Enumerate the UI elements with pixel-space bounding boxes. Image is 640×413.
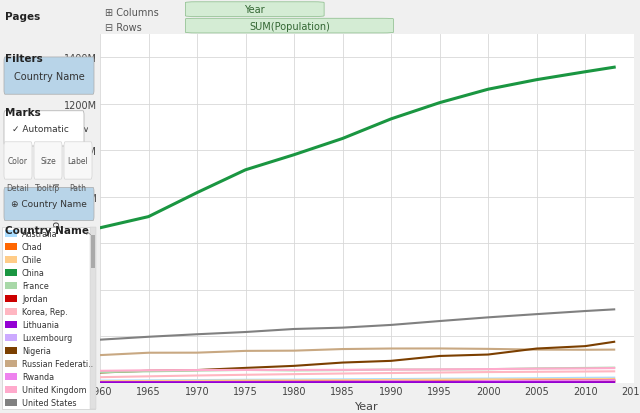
Y-axis label: Population: Population [51,180,61,238]
Text: France: France [22,281,49,290]
Text: Color: Color [8,157,28,166]
Text: SUM(Population): SUM(Population) [249,21,330,31]
FancyBboxPatch shape [5,373,17,380]
Text: ✓ Automatic: ✓ Automatic [12,124,69,133]
FancyBboxPatch shape [5,269,17,276]
FancyBboxPatch shape [64,142,92,180]
FancyBboxPatch shape [186,3,324,17]
Text: Label: Label [68,157,88,166]
FancyBboxPatch shape [2,227,95,409]
FancyBboxPatch shape [5,399,17,406]
FancyBboxPatch shape [90,227,96,409]
Text: Rwanda: Rwanda [22,372,54,381]
Text: ⊞ Columns: ⊞ Columns [106,8,159,18]
Text: China: China [22,268,45,277]
FancyBboxPatch shape [34,142,62,180]
Text: Jordan: Jordan [22,294,47,303]
Text: Country Name: Country Name [5,225,89,235]
X-axis label: Year: Year [355,401,379,411]
Text: Korea, Rep.: Korea, Rep. [22,307,68,316]
Text: Detail: Detail [6,183,29,192]
FancyBboxPatch shape [5,282,17,290]
Text: Filters: Filters [5,54,43,64]
FancyBboxPatch shape [4,58,94,95]
FancyBboxPatch shape [5,308,17,316]
Text: Lithuania: Lithuania [22,320,59,329]
FancyBboxPatch shape [5,256,17,263]
FancyBboxPatch shape [91,235,95,268]
Text: Size: Size [40,157,56,166]
FancyBboxPatch shape [4,112,84,147]
Text: Chad: Chad [22,242,43,251]
Text: Luxembourg: Luxembourg [22,333,72,342]
Text: Year: Year [244,5,265,15]
Text: Australia: Australia [22,229,58,238]
FancyBboxPatch shape [5,347,17,354]
Text: ∨: ∨ [83,124,89,133]
FancyBboxPatch shape [5,295,17,302]
FancyBboxPatch shape [5,243,17,251]
Text: United Kingdom: United Kingdom [22,385,86,394]
FancyBboxPatch shape [5,360,17,367]
Text: Pages: Pages [5,12,40,22]
Text: Country Name: Country Name [13,71,84,81]
Text: United States: United States [22,398,77,407]
Text: Chile: Chile [22,255,42,264]
Text: Nigeria: Nigeria [22,346,51,355]
Text: ⊟ Rows: ⊟ Rows [106,23,142,33]
Text: Path: Path [70,183,86,192]
FancyBboxPatch shape [4,188,94,221]
FancyBboxPatch shape [4,142,32,180]
Text: Marks: Marks [5,107,41,117]
Text: ^: ^ [84,231,92,240]
FancyBboxPatch shape [5,321,17,328]
Text: ⊕ Country Name: ⊕ Country Name [11,200,87,209]
FancyBboxPatch shape [5,334,17,342]
FancyBboxPatch shape [5,386,17,393]
FancyBboxPatch shape [186,19,394,34]
Text: Russian Federati..: Russian Federati.. [22,359,93,368]
FancyBboxPatch shape [5,230,17,237]
Text: Tooltip: Tooltip [35,183,61,192]
